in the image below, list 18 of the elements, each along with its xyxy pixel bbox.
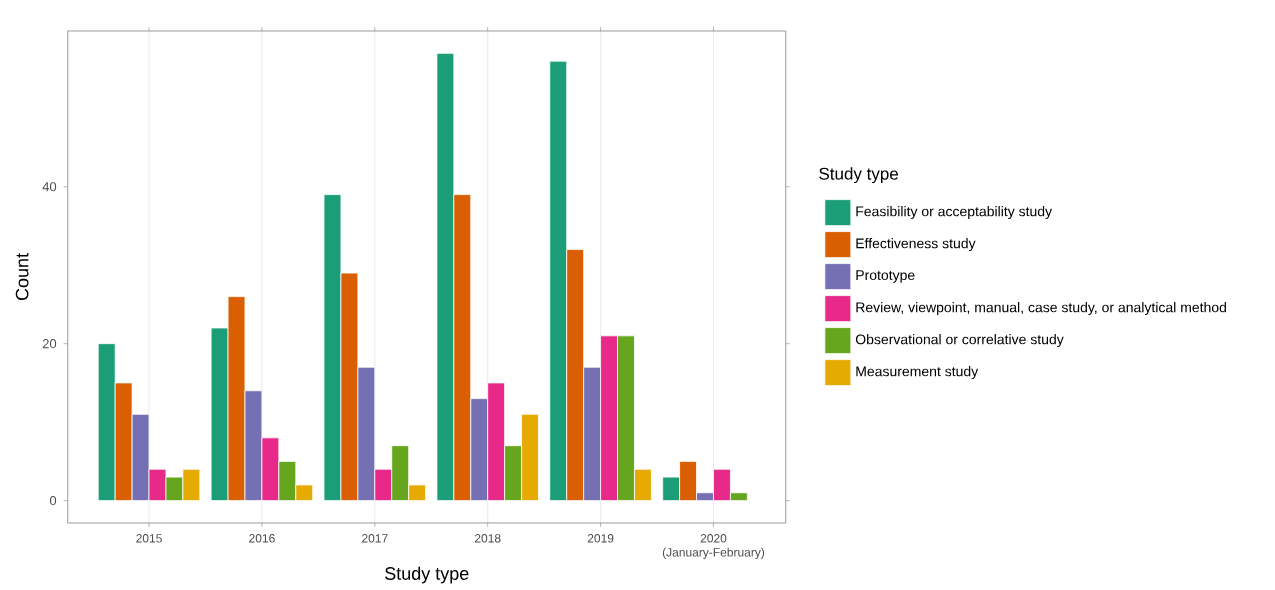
x-axis-title: Study type — [385, 566, 469, 584]
x-tick-label: 2019 — [587, 534, 614, 543]
x-tick-label: 2016 — [249, 534, 275, 543]
x-tick-label: 2017 — [362, 534, 388, 543]
legend-label: Observational or correlative study — [855, 334, 1064, 348]
legend-label: Prototype — [856, 270, 915, 283]
y-axis-title: Count — [15, 253, 29, 301]
y-tick-label: 20 — [42, 339, 57, 349]
x-tick-label: 2015 — [136, 534, 162, 543]
y-tick-label: 40 — [42, 182, 57, 192]
x-tick-label: 2020 (January-February) — [662, 534, 765, 559]
y-tick-label: 0 — [49, 495, 57, 506]
x-tick-label: 2018 — [474, 534, 501, 543]
legend-label: Review, viewpoint, manual, case study, or analytical method — [856, 302, 1226, 316]
legend-label: Feasibility or acceptability study — [856, 206, 1053, 220]
legend-label: Effectiveness study — [856, 238, 976, 252]
legend-label: Measurement study — [856, 366, 979, 380]
legend-title: Study type — [819, 167, 898, 184]
